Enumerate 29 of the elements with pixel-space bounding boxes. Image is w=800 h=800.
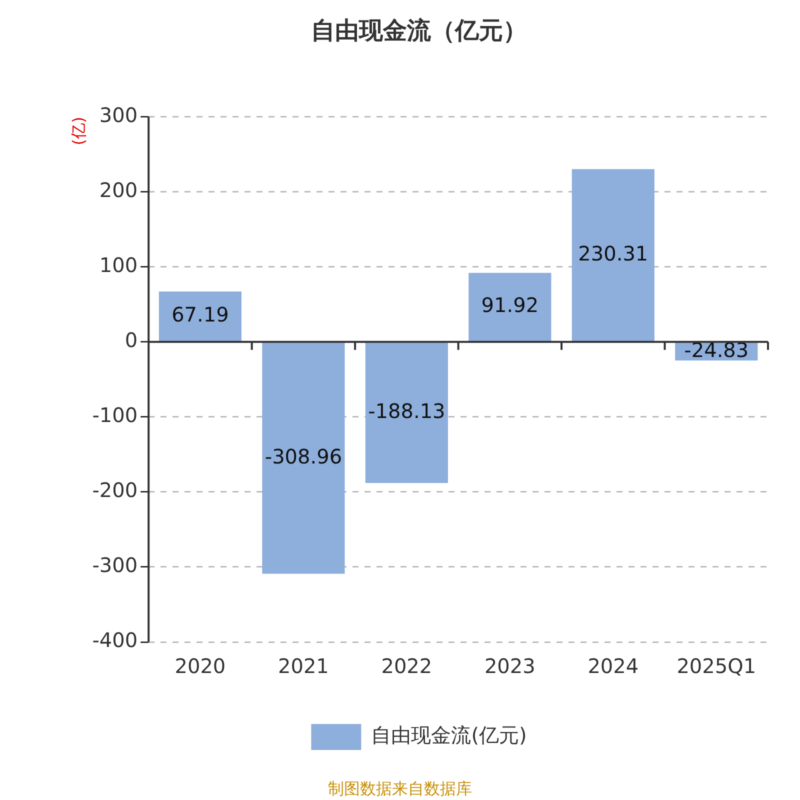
text: 制图数据来自数据库 xyxy=(328,779,472,798)
bar xyxy=(572,169,654,342)
data-label: -24.83 xyxy=(684,338,749,362)
y-axis-title: (亿) xyxy=(68,116,88,146)
x-tick-label: 2022 xyxy=(381,654,432,678)
y-tick-label: -100 xyxy=(92,403,138,428)
data-label: 230.31 xyxy=(578,241,648,266)
data-label: -188.13 xyxy=(368,399,446,424)
y-tick-label: 300 xyxy=(99,103,138,128)
legend-label: 自由现金流(亿元) xyxy=(371,723,527,748)
bar xyxy=(158,291,242,342)
x-tick-label: 2023 xyxy=(484,654,536,678)
y-tick-label: -400 xyxy=(92,628,138,652)
x-tick-label: 2024 xyxy=(588,654,639,678)
bar xyxy=(468,272,552,342)
y-tick-label: 200 xyxy=(99,178,138,202)
data-label: 67.19 xyxy=(172,302,229,327)
chart-title: 自由现金流（亿元） xyxy=(311,16,527,45)
y-tick-label: -200 xyxy=(92,478,138,502)
bar xyxy=(262,342,345,574)
data-label: -308.96 xyxy=(264,444,342,468)
bar xyxy=(365,342,448,484)
data-label: 91.92 xyxy=(481,293,539,318)
x-tick-label: 2020 xyxy=(174,654,226,678)
y-tick-label: 100 xyxy=(99,253,138,278)
x-tick-label: 2021 xyxy=(278,654,329,678)
y-tick-label: 0 xyxy=(124,328,138,352)
y-tick-label: -300 xyxy=(92,553,138,578)
x-tick-label: 2025Q1 xyxy=(676,654,756,678)
